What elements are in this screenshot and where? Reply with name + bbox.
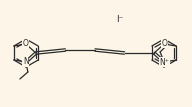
Text: I⁻: I⁻ <box>116 15 124 24</box>
Text: O: O <box>23 39 29 48</box>
Text: N: N <box>23 57 29 66</box>
Text: N⁺: N⁺ <box>159 57 169 66</box>
Text: O: O <box>161 39 167 48</box>
